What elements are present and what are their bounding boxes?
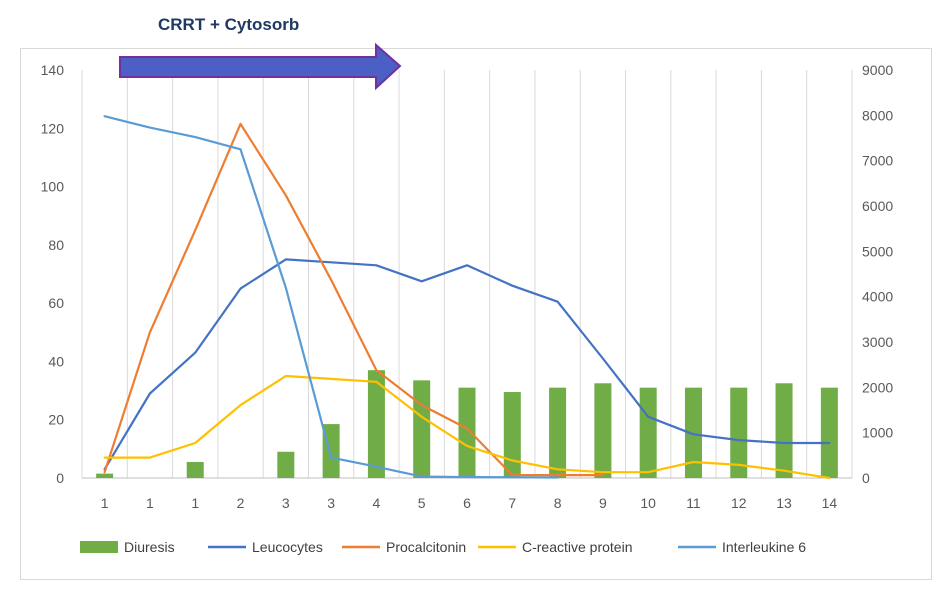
x-tick-label: 5	[418, 495, 426, 511]
diuresis-bar	[594, 383, 612, 478]
diuresis-bar	[186, 461, 204, 478]
diuresis-bar	[775, 383, 793, 478]
diuresis-bar	[277, 451, 295, 478]
y-left-tick-label: 120	[41, 120, 65, 136]
leucocytes-line	[103, 258, 831, 471]
diuresis-bar	[458, 387, 476, 478]
diuresis-bar	[820, 387, 838, 478]
x-tick-label: 1	[101, 495, 109, 511]
treatment-arrow	[119, 42, 402, 91]
y-right-tick-label: 6000	[862, 198, 893, 214]
legend-label-c-reactive-protein: C-reactive protein	[522, 539, 633, 555]
c-reactive-protein-line	[103, 374, 831, 480]
x-tick-label: 12	[731, 495, 747, 511]
y-right-tick-label: 5000	[862, 243, 893, 259]
diuresis-bar	[96, 473, 114, 478]
legend-swatch-diuresis	[80, 541, 118, 553]
y-left-tick-label: 140	[41, 62, 65, 78]
y-right-tick-label: 7000	[862, 153, 893, 169]
y-left-tick-label: 40	[48, 353, 64, 369]
y-right-tick-label: 9000	[862, 62, 893, 78]
procalcitonin-line	[103, 122, 604, 477]
x-tick-label: 11	[686, 495, 701, 511]
legend-label-diuresis: Diuresis	[124, 539, 175, 555]
x-tick-label: 13	[776, 495, 792, 511]
y-left-tick-label: 100	[41, 179, 65, 195]
banner-label: CRRT + Cytosorb	[158, 15, 300, 34]
x-tick-label: 2	[237, 495, 245, 511]
diuresis-bar	[730, 387, 748, 478]
diuresis-bar	[367, 370, 385, 478]
diuresis-bar	[503, 392, 521, 478]
y-right-tick-label: 4000	[862, 289, 893, 305]
y-left-tick-label: 20	[48, 412, 64, 428]
chart-frame	[20, 48, 932, 580]
x-tick-label: 1	[191, 495, 199, 511]
x-tick-label: 9	[599, 495, 607, 511]
x-tick-label: 3	[282, 495, 290, 511]
legend-label-procalcitonin: Procalcitonin	[386, 539, 466, 555]
y-right-tick-label: 0	[862, 470, 870, 486]
y-right-tick-label: 1000	[862, 425, 893, 441]
legend-label-interleukine-6: Interleukine 6	[722, 539, 806, 555]
y-right-tick-label: 3000	[862, 334, 893, 350]
interleukine-6-line	[103, 115, 559, 479]
y-right-tick-label: 2000	[862, 379, 893, 395]
x-tick-label: 8	[554, 495, 562, 511]
legend-label-leucocytes: Leucocytes	[252, 539, 323, 555]
y-left-tick-label: 80	[48, 237, 64, 253]
x-tick-label: 3	[327, 495, 335, 511]
diuresis-bar	[684, 387, 702, 478]
x-tick-label: 14	[822, 495, 838, 511]
x-tick-label: 10	[640, 495, 656, 511]
diuresis-bar	[639, 387, 657, 478]
y-right-tick-label: 8000	[862, 107, 893, 123]
y-left-tick-label: 0	[56, 470, 64, 486]
x-tick-label: 6	[463, 495, 471, 511]
x-tick-label: 4	[373, 495, 381, 511]
x-tick-label: 7	[508, 495, 516, 511]
diuresis-bar	[549, 387, 567, 478]
diuresis-bar	[413, 380, 431, 478]
x-tick-label: 1	[146, 495, 154, 511]
y-left-tick-label: 60	[48, 295, 64, 311]
